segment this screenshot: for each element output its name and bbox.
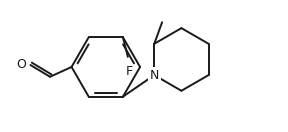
Text: O: O <box>17 58 26 70</box>
Text: N: N <box>149 69 159 82</box>
Text: F: F <box>126 65 133 78</box>
